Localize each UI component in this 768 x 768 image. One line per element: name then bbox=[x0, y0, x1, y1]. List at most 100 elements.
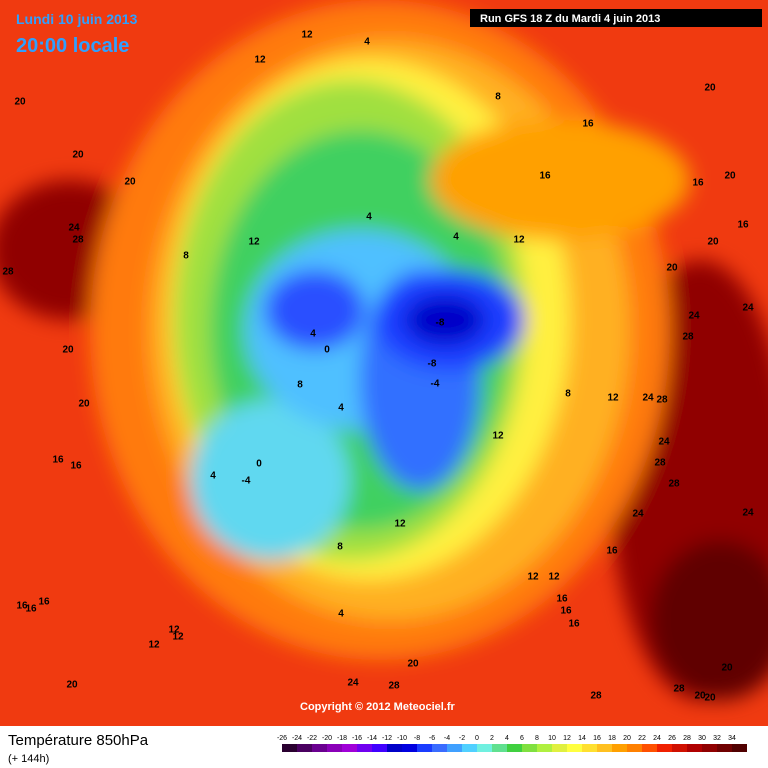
contour-label: 16 bbox=[560, 606, 572, 617]
colorbar-swatch bbox=[582, 744, 597, 752]
contour-label: 12 bbox=[492, 431, 504, 442]
contour-label: 12 bbox=[301, 30, 313, 41]
colorbar-tick: 26 bbox=[668, 735, 676, 742]
colorbar-swatch bbox=[357, 744, 372, 752]
contour-label: 16 bbox=[70, 461, 82, 472]
contour-label: 20 bbox=[721, 663, 733, 674]
contour-label: 20 bbox=[666, 263, 678, 274]
contour-label: 20 bbox=[62, 345, 74, 356]
contour-label: 24 bbox=[742, 303, 754, 314]
colorbar-tick: -10 bbox=[397, 735, 407, 742]
colorbar-swatch bbox=[447, 744, 462, 752]
map bbox=[0, 0, 768, 726]
contour-label: 20 bbox=[704, 83, 716, 94]
field-title: Température 850hPa bbox=[8, 732, 149, 749]
contour-label: 16 bbox=[52, 455, 64, 466]
colorbar-swatch bbox=[702, 744, 717, 752]
colorbar-tick: -22 bbox=[307, 735, 317, 742]
contour-label: 0 bbox=[256, 459, 262, 470]
colorbar-tick: 6 bbox=[520, 735, 524, 742]
contour-label: -8 bbox=[428, 359, 437, 370]
contour-label: 28 bbox=[668, 479, 680, 490]
contour-label: 20 bbox=[14, 97, 26, 108]
contour-label: 12 bbox=[248, 237, 260, 248]
colorbar-tick: 10 bbox=[548, 735, 556, 742]
colorbar-tick: -14 bbox=[367, 735, 377, 742]
contour-label: 16 bbox=[556, 594, 568, 605]
colorbar-swatch bbox=[462, 744, 477, 752]
colorbar-tick: 8 bbox=[535, 735, 539, 742]
colorbar-tick: 4 bbox=[505, 735, 509, 742]
colorbar-swatch bbox=[612, 744, 627, 752]
colorbar-tick: 34 bbox=[728, 735, 736, 742]
contour-label: 4 bbox=[364, 37, 370, 48]
colorbar-swatch bbox=[282, 744, 297, 752]
contour-label: 12 bbox=[148, 640, 160, 651]
colorbar-tick: -2 bbox=[459, 735, 465, 742]
colorbar-tick: 20 bbox=[623, 735, 631, 742]
contour-label: 4 bbox=[338, 403, 344, 414]
colorbar-tick: 24 bbox=[653, 735, 661, 742]
copyright: Copyright © 2012 Meteociel.fr bbox=[300, 701, 456, 713]
contour-label: 20 bbox=[66, 680, 78, 691]
contour-label: 20 bbox=[124, 177, 136, 188]
colorbar-swatch bbox=[597, 744, 612, 752]
colorbar-swatch bbox=[432, 744, 447, 752]
contour-label: 28 bbox=[388, 681, 400, 692]
contour-label: 28 bbox=[2, 267, 14, 278]
colorbar-swatch bbox=[342, 744, 357, 752]
colorbar-swatch bbox=[717, 744, 732, 752]
colorbar-tick: 30 bbox=[698, 735, 706, 742]
colorbar-swatch bbox=[387, 744, 402, 752]
contour-label: 20 bbox=[78, 399, 90, 410]
contour-label: -4 bbox=[242, 476, 251, 487]
contour-label: -4 bbox=[431, 379, 440, 390]
contour-label: 12 bbox=[172, 632, 184, 643]
contour-label: 12 bbox=[254, 55, 266, 66]
colorbar-swatch bbox=[537, 744, 552, 752]
colorbar-tick: 18 bbox=[608, 735, 616, 742]
colorbar-tick: -4 bbox=[444, 735, 450, 742]
contour-label: 4 bbox=[310, 329, 316, 340]
colorbar-swatch bbox=[327, 744, 342, 752]
colorbar-tick: 32 bbox=[713, 735, 721, 742]
colorbar-swatch bbox=[627, 744, 642, 752]
colorbar-swatch bbox=[477, 744, 492, 752]
colorbar-tick: 22 bbox=[638, 735, 646, 742]
colorbar-swatch bbox=[567, 744, 582, 752]
contour-label: 4 bbox=[338, 609, 344, 620]
run-box bbox=[470, 9, 762, 27]
contour-label: 16 bbox=[38, 597, 50, 608]
contour-label: 12 bbox=[527, 572, 539, 583]
contour-label: 16 bbox=[16, 601, 28, 612]
date: Lundi 10 juin 2013 bbox=[16, 11, 138, 27]
contour-label: 4 bbox=[366, 212, 372, 223]
contour-label: 20 bbox=[704, 693, 716, 704]
contour-label: 8 bbox=[337, 542, 343, 553]
colorbar-tick: 16 bbox=[593, 735, 601, 742]
colorbar-tick: -8 bbox=[414, 735, 420, 742]
colorbar-swatch bbox=[492, 744, 507, 752]
contour-label: 12 bbox=[168, 625, 180, 636]
colorbar-tick: -24 bbox=[292, 735, 302, 742]
colorbar-swatch bbox=[732, 744, 747, 752]
contour-label: -8 bbox=[436, 318, 445, 329]
contour-label: 20 bbox=[724, 171, 736, 182]
colorbar-swatch bbox=[402, 744, 417, 752]
contour-label: 28 bbox=[673, 684, 685, 695]
colorbar-swatch bbox=[417, 744, 432, 752]
colorbar-swatch bbox=[687, 744, 702, 752]
contour-label: 20 bbox=[707, 237, 719, 248]
contour-label: 20 bbox=[72, 150, 84, 161]
colorbar-tick: -26 bbox=[277, 735, 287, 742]
time: 20:00 locale bbox=[16, 35, 129, 57]
contour-label: 16 bbox=[606, 546, 618, 557]
colorbar-swatch bbox=[372, 744, 387, 752]
contour-label: 16 bbox=[568, 619, 580, 630]
colorbar-tick: -12 bbox=[382, 735, 392, 742]
contour-label: 16 bbox=[25, 604, 37, 615]
contour-label: 0 bbox=[324, 345, 330, 356]
contour-label: 16 bbox=[692, 178, 704, 189]
